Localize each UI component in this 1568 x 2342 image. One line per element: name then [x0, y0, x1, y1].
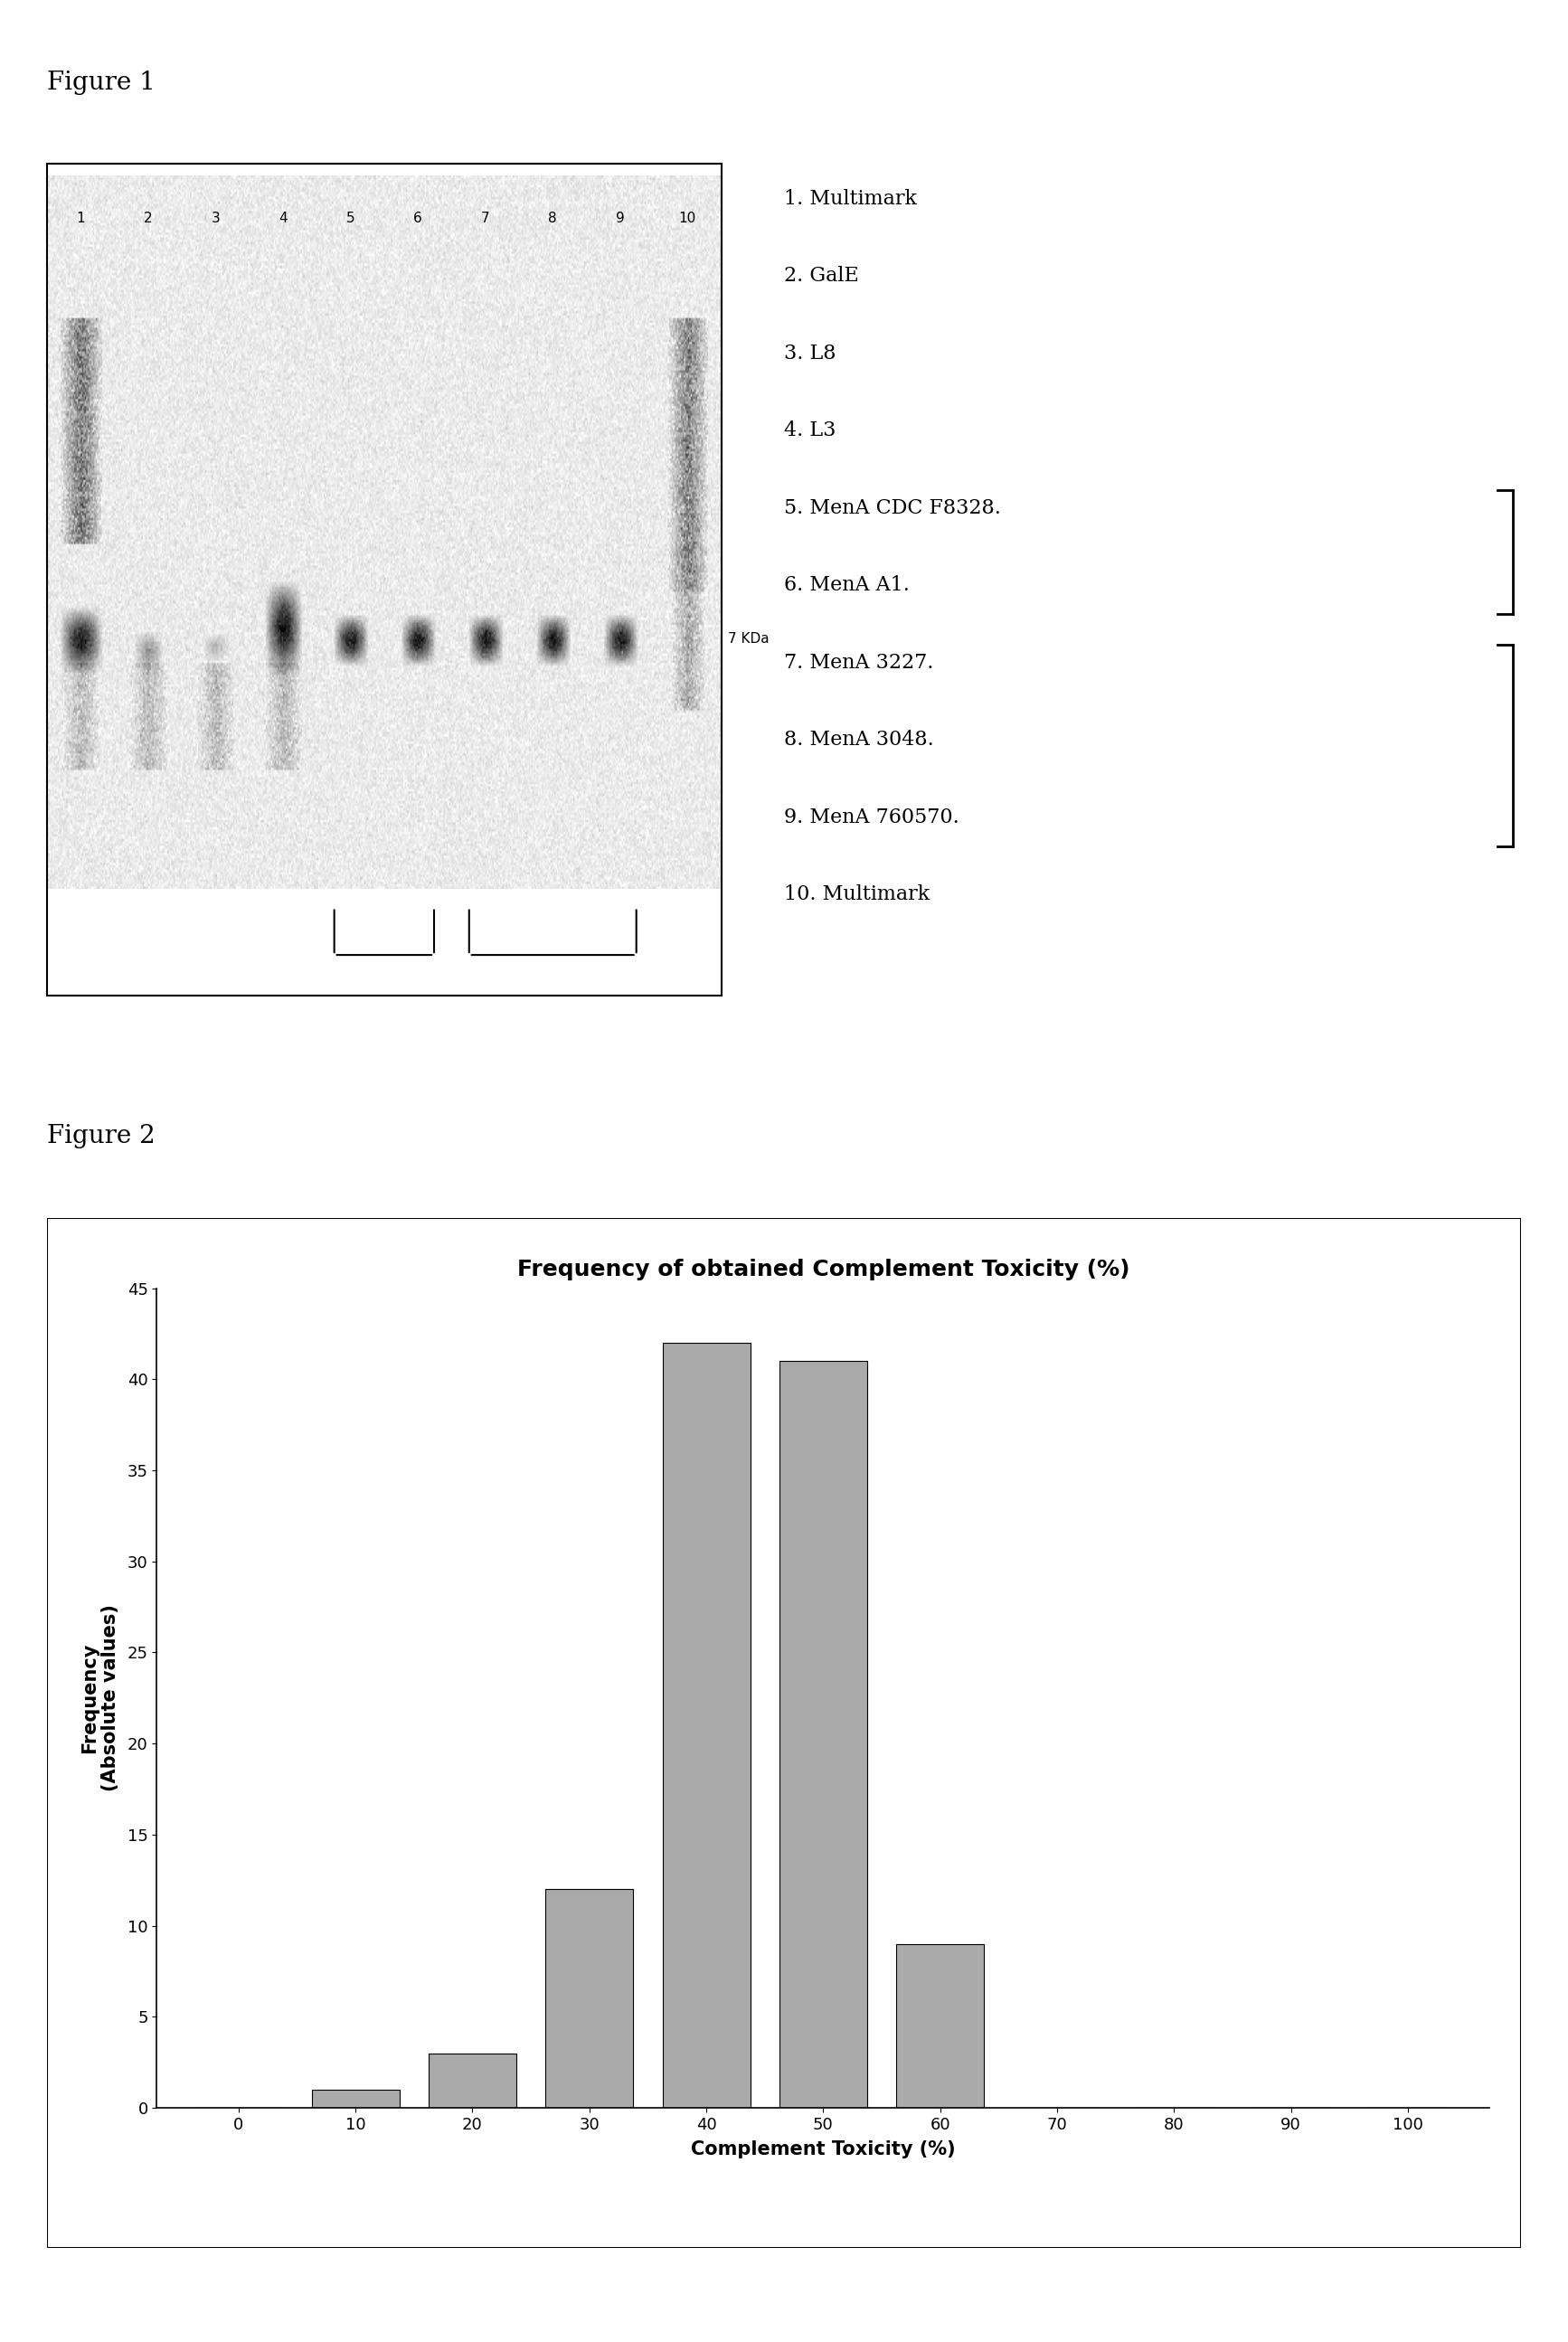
Bar: [546, 1890, 633, 2108]
Bar: [312, 2089, 400, 2108]
Text: 5. MenA CDC F8328.: 5. MenA CDC F8328.: [784, 499, 1000, 518]
Text: 9: 9: [616, 211, 624, 225]
Text: 2. GalE: 2. GalE: [784, 267, 859, 286]
Text: Figure 2: Figure 2: [47, 1124, 155, 1148]
Text: 3: 3: [212, 211, 220, 225]
Text: 5: 5: [347, 211, 354, 225]
Text: 6. MenA A1.: 6. MenA A1.: [784, 576, 909, 595]
Text: 6: 6: [414, 211, 422, 225]
Text: 10: 10: [679, 211, 696, 225]
Title: Frequency of obtained Complement Toxicity (%): Frequency of obtained Complement Toxicit…: [517, 1258, 1129, 1281]
Y-axis label: Frequency
(Absolute values): Frequency (Absolute values): [80, 1604, 119, 1792]
Text: 7: 7: [481, 211, 489, 225]
Text: 7. MenA 3227.: 7. MenA 3227.: [784, 653, 933, 672]
Text: 4: 4: [279, 211, 287, 225]
X-axis label: Complement Toxicity (%): Complement Toxicity (%): [691, 2141, 955, 2159]
Text: 2: 2: [144, 211, 152, 225]
Text: 8. MenA 3048.: 8. MenA 3048.: [784, 731, 935, 749]
Text: Figure 1: Figure 1: [47, 70, 155, 94]
Bar: [662, 1342, 750, 2108]
Text: 10. Multimark: 10. Multimark: [784, 885, 930, 904]
FancyBboxPatch shape: [47, 1218, 1521, 2248]
Text: 7 KDa: 7 KDa: [728, 632, 770, 646]
Bar: [428, 2054, 516, 2108]
Text: 8: 8: [549, 211, 557, 225]
Text: 1. Multimark: 1. Multimark: [784, 190, 917, 208]
Text: 3. L8: 3. L8: [784, 344, 836, 363]
Bar: [779, 1361, 867, 2108]
Text: 4. L3: 4. L3: [784, 422, 836, 440]
Text: 1: 1: [77, 211, 85, 225]
Text: 9. MenA 760570.: 9. MenA 760570.: [784, 808, 960, 827]
Bar: [897, 1944, 985, 2108]
